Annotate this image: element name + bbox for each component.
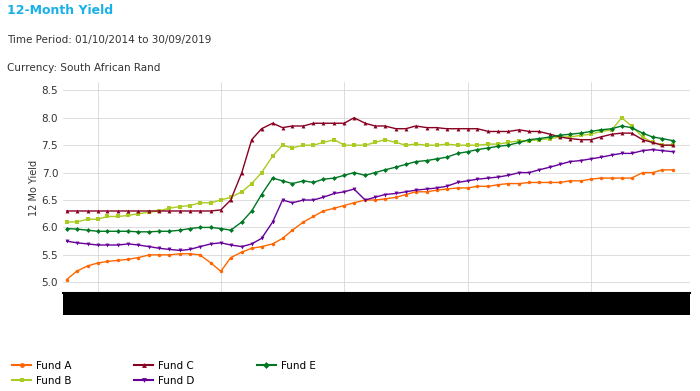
Text: Currency: South African Rand: Currency: South African Rand — [7, 63, 160, 73]
Y-axis label: 12 Mo Yield: 12 Mo Yield — [29, 160, 38, 216]
Text: Time Period: 01/10/2014 to 30/09/2019: Time Period: 01/10/2014 to 30/09/2019 — [7, 35, 211, 45]
Text: 12-Month Yield: 12-Month Yield — [7, 4, 113, 17]
Legend: Fund A, Fund B, Fund C, Fund D, Fund E: Fund A, Fund B, Fund C, Fund D, Fund E — [12, 361, 316, 386]
